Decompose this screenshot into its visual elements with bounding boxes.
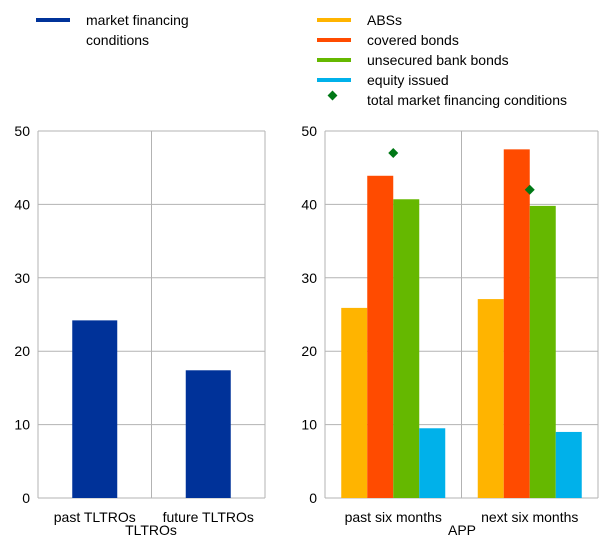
bar-market-financing-conditions-1 [72,320,118,498]
legend-marker-total [327,90,338,101]
panel-tltros-xlabel: TLTROs [125,522,177,538]
legend-label-equity-issued: equity issued [367,72,449,88]
legend-right: ABSs covered bonds unsecured bank bonds … [317,12,567,108]
y-tick-label: 20 [14,343,30,359]
panel-app: 0 10 20 30 40 50 past six months next six month… [301,123,599,525]
y-tick-label: 40 [14,196,30,212]
x-tick-label: past six months [345,509,442,525]
legend-label-total-market-financing: total market financing conditions [367,92,567,108]
bar-covered-bonds-2 [503,149,530,498]
y-tick-label: 50 [301,123,317,139]
marker-total-1 [388,148,399,159]
x-tick-label: future TLTROs [163,509,254,525]
legend-swatch-absS [317,18,351,22]
legend-label-covered-bonds: covered bonds [367,32,459,48]
panel-tltros: 0 10 20 30 40 50 past TLTROs future TLTROs [14,123,266,525]
legend-label-abss: ABSs [367,12,402,28]
bar-equity-issued-2 [555,431,582,498]
legend-swatch-market-financing [36,18,70,22]
bar-covered-bonds-1 [367,175,394,499]
bar-market-financing-conditions-2 [185,370,231,498]
y-tick-label: 30 [14,270,30,286]
y-tick-label: 40 [301,196,317,212]
legend-swatch-covered-bonds [317,38,351,42]
panel-app-xlabel: APP [448,522,476,538]
x-tick-label: next six months [481,509,578,525]
y-tick-label: 30 [301,270,317,286]
bar-unsecured-bank-bonds-2 [529,205,556,499]
bar-abss-1 [341,307,368,498]
y-tick-label: 0 [22,490,30,506]
legend-label-market-financing-line2: conditions [86,32,149,48]
x-tick-label: past TLTROs [54,509,136,525]
legend-label-unsecured-bank-bonds: unsecured bank bonds [367,52,509,68]
bar-abss-2 [477,299,504,498]
y-tick-label: 0 [309,490,317,506]
y-tick-label: 50 [14,123,30,139]
marker-total-2 [524,184,535,195]
bar-unsecured-bank-bonds-1 [393,199,420,498]
legend-swatch-equity-issued [317,78,351,82]
y-tick-label: 10 [14,417,30,433]
legend-label-market-financing-line1: market financing [86,12,189,28]
bar-equity-issued-1 [419,428,446,498]
legend-left: market financing conditions [36,12,189,48]
legend-swatch-unsecured-bank-bonds [317,58,351,62]
y-tick-label: 10 [301,417,317,433]
y-tick-label: 20 [301,343,317,359]
